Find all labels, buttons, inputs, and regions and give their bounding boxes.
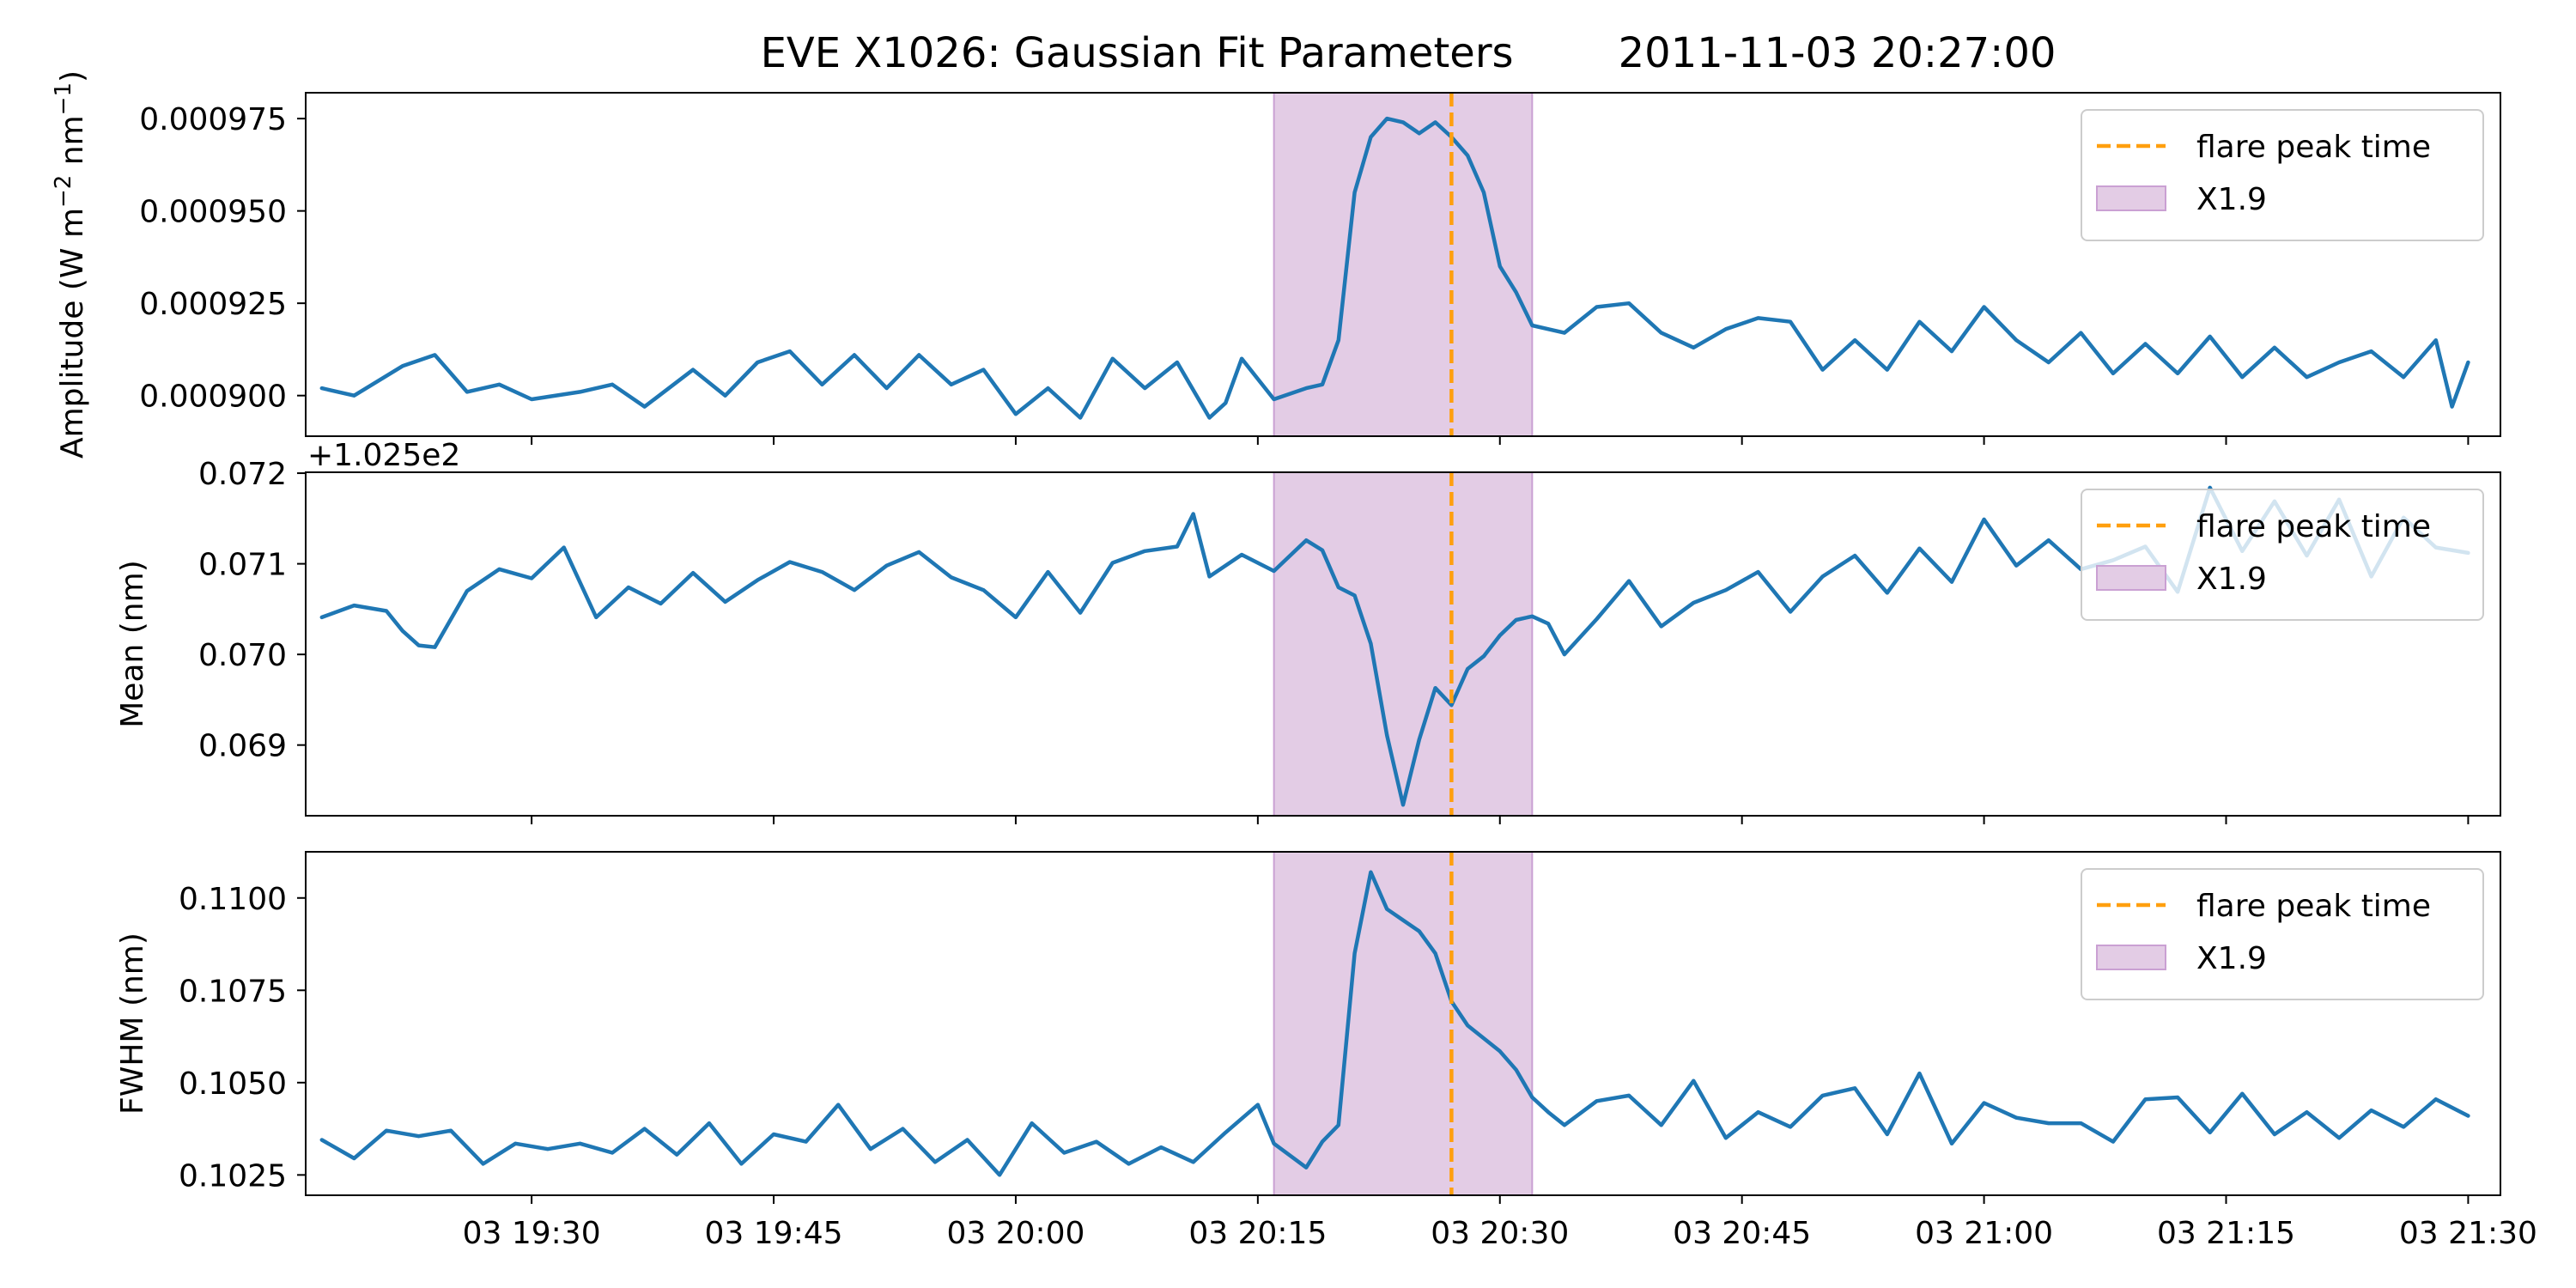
- y-tick-label-fwhm: 0.1025: [179, 1158, 287, 1194]
- chart-title: EVE X1026: Gaussian Fit Parameters 2011-…: [761, 29, 2057, 77]
- panel-fwhm: 0.1025 0.1050 0.1075 0.1100 03 19:30 03 19:45…: [115, 851, 2537, 1251]
- y-axis-label-exponent: −2: [51, 175, 76, 208]
- legend-shade-label: X1.9: [2196, 941, 2267, 976]
- legend-mean: flare peak time X1.9: [2081, 489, 2484, 621]
- panel-amplitude: 0.000900 0.000925 0.000950 0.000975 Amplitud…: [51, 70, 2501, 459]
- flare-shade-fwhm: [1273, 851, 1534, 1196]
- flare-shade-amplitude: [1273, 92, 1534, 437]
- y-axis-label-exponent: −1: [51, 82, 76, 115]
- y-axis-label-part: Amplitude (W m: [55, 208, 90, 459]
- x-tick-label: 03 20:45: [1673, 1216, 1811, 1251]
- y-tick-label-fwhm: 0.1075: [179, 974, 287, 1009]
- panels-layer: 0.000900 0.000925 0.000950 0.000975 Amplitud…: [51, 70, 2537, 1251]
- y-axis-label-mean: Mean (nm): [115, 560, 150, 728]
- series-line-fwhm: [319, 870, 2470, 1177]
- y-offset-text-mean: +1.025e2: [307, 438, 460, 473]
- y-tick-label-mean: 0.072: [198, 457, 287, 492]
- y-tick-label-mean: 0.071: [198, 548, 287, 583]
- y-tick-label-fwhm: 0.1100: [179, 882, 287, 917]
- x-tick-label: 03 20:30: [1431, 1216, 1569, 1251]
- legend-shade-swatch: [2096, 945, 2166, 970]
- legend-amplitude: flare peak time X1.9: [2081, 109, 2484, 241]
- y-tick-label-amplitude: 0.000950: [139, 195, 287, 230]
- y-tick-label-mean: 0.070: [198, 638, 287, 673]
- y-tick-label-amplitude: 0.000925: [139, 287, 287, 322]
- axes-frame-mean: [305, 471, 2501, 817]
- legend-peak-label: flare peak time: [2196, 509, 2431, 544]
- x-tick-label: 03 19:30: [463, 1216, 601, 1251]
- x-tick-label: 03 20:15: [1188, 1216, 1327, 1251]
- legend-peak-label: flare peak time: [2196, 889, 2431, 924]
- series-line-amplitude: [319, 116, 2470, 420]
- legend-box: [2081, 489, 2484, 621]
- y-axis-label-part: ): [55, 70, 90, 82]
- y-axis-label-fwhm: FWHM (nm): [115, 933, 150, 1115]
- legend-box: [2081, 109, 2484, 241]
- legend-shade-label: X1.9: [2196, 562, 2267, 597]
- axes-frame-fwhm: [305, 851, 2501, 1196]
- y-tick-label-amplitude: 0.000900: [139, 380, 287, 415]
- legend-shade-swatch: [2096, 185, 2166, 211]
- y-tick-label-fwhm: 0.1050: [179, 1066, 287, 1102]
- legend-shade-swatch: [2096, 565, 2166, 591]
- x-tick-label: 03 20:00: [946, 1216, 1084, 1251]
- legend-shade-label: X1.9: [2196, 182, 2267, 217]
- y-tick-label-amplitude: 0.000975: [139, 102, 287, 137]
- x-tick-label: 03 21:15: [2157, 1216, 2295, 1251]
- axes-frame-amplitude: [305, 92, 2501, 437]
- flare-shade-mean: [1273, 471, 1534, 817]
- x-tick-label: 03 19:45: [705, 1216, 843, 1251]
- x-tick-label: 03 21:00: [1915, 1216, 2053, 1251]
- y-axis-label-amplitude: Amplitude (W m−2 nm−1): [51, 70, 90, 459]
- legend-fwhm: flare peak time X1.9: [2081, 868, 2484, 1000]
- y-axis-label-part: nm: [55, 115, 90, 174]
- series-line-mean: [319, 485, 2470, 807]
- y-tick-label-mean: 0.069: [198, 729, 287, 764]
- legend-box: [2081, 868, 2484, 1000]
- panel-mean: 0.069 0.070 0.071 0.072 Mean (nm) +1.025e2 fla…: [115, 438, 2501, 824]
- legend-peak-label: flare peak time: [2196, 130, 2431, 165]
- x-tick-label: 03 21:30: [2399, 1216, 2537, 1251]
